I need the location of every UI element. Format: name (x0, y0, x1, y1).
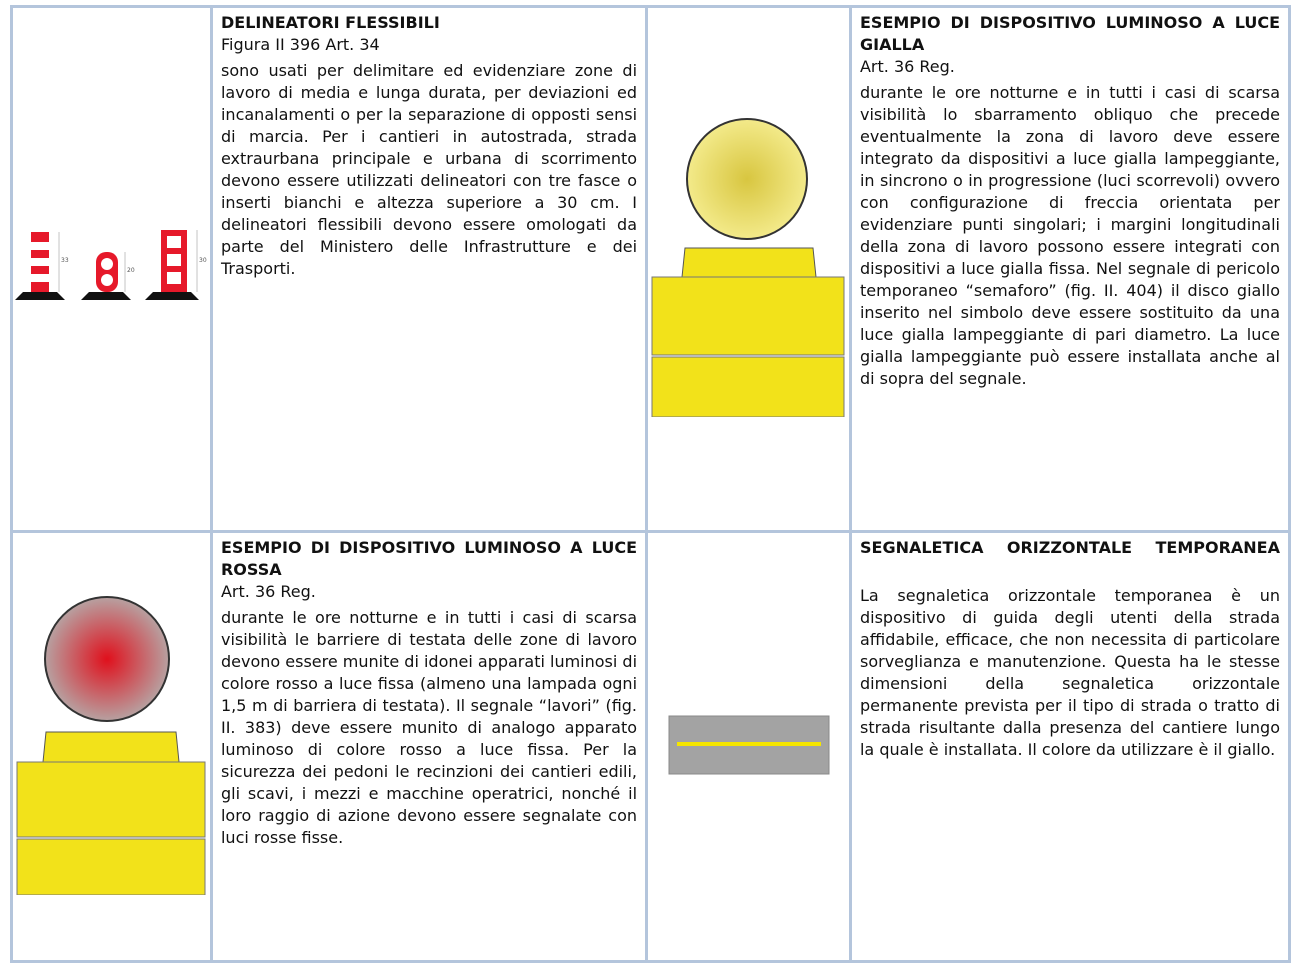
item-subtitle: Figura II 396 Art. 34 (220, 35, 380, 54)
item-subtitle: Art. 36 Reg. (220, 582, 316, 601)
row: ESEMPIO DI DISPOSITIVO LUMINOSO A LUCE R… (10, 530, 1291, 963)
item-title: ESEMPIO DI DISPOSITIVO LUMINOSO A LUCE R… (220, 538, 638, 579)
sign-table: 33 20 30 DELINEATORI FLESSIBILI Figura I… (10, 5, 1291, 963)
item-body: sono usati per delimitare ed evidenziare… (220, 61, 638, 278)
item-title: SEGNALETICA ORIZZONTALE TEMPORANEA (859, 538, 1280, 557)
item-title: DELINEATORI FLESSIBILI (220, 13, 440, 32)
image-cell (645, 5, 852, 533)
text-cell: SEGNALETICA ORIZZONTALE TEMPORANEA La se… (848, 530, 1291, 963)
red-light-figure (16, 595, 206, 895)
text-cell: ESEMPIO DI DISPOSITIVO LUMINOSO A LUCE R… (209, 530, 649, 963)
item-subtitle: Art. 36 Reg. (859, 57, 955, 76)
text-cell: DELINEATORI FLESSIBILI Figura II 396 Art… (209, 5, 649, 533)
item-body: La segnaletica orizzontale temporanea è … (859, 586, 1280, 759)
item-title: ESEMPIO DI DISPOSITIVO LUMINOSO A LUCE G… (859, 13, 1280, 54)
figure-label: 20 (127, 267, 135, 274)
item-body: durante le ore notturne e in tutti i cas… (859, 83, 1280, 388)
item-body: durante le ore notturne e in tutti i cas… (220, 608, 638, 847)
road-marking-figure (668, 715, 829, 774)
image-cell (645, 530, 852, 963)
image-cell: 33 20 30 (10, 5, 213, 533)
image-cell (10, 530, 213, 963)
figure-label: 30 (199, 257, 207, 264)
yellow-light-figure (651, 118, 844, 418)
delineators-figure: 33 20 30 (15, 230, 207, 300)
figure-label: 33 (61, 257, 69, 264)
row: 33 20 30 DELINEATORI FLESSIBILI Figura I… (10, 5, 1291, 533)
text-cell: ESEMPIO DI DISPOSITIVO LUMINOSO A LUCE G… (848, 5, 1291, 533)
